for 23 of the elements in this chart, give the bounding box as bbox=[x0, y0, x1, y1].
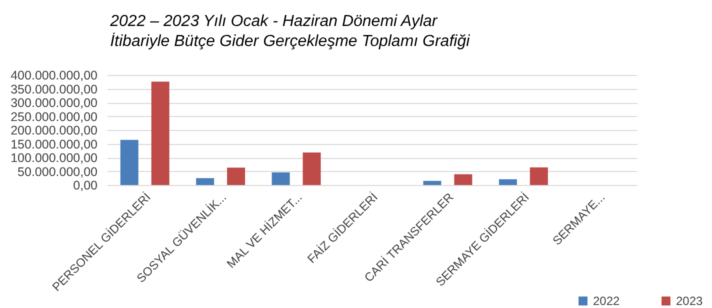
bar bbox=[302, 152, 321, 185]
bar bbox=[120, 140, 138, 185]
bar bbox=[151, 82, 170, 185]
chart-subtitle: İtibariyle Bütçe Gider Gerçekleşme Toplamı Grafiği bbox=[110, 32, 470, 50]
chart-title: 2022 – 2023 Yılı Ocak - Haziran Dönemi Aylar bbox=[109, 13, 438, 30]
y-tick-label: 0,00 bbox=[73, 178, 98, 192]
bar bbox=[454, 174, 472, 185]
bar bbox=[196, 178, 214, 185]
y-tick-label: 400.000.000,00 bbox=[10, 68, 98, 82]
bar bbox=[423, 180, 442, 185]
y-tick-label: 350.000.000,00 bbox=[10, 82, 98, 96]
y-tick-label: 200.000.000,00 bbox=[10, 124, 98, 138]
bar bbox=[498, 179, 517, 185]
legend-label: 2023 bbox=[676, 294, 704, 308]
y-tick-label: 100.000.000,00 bbox=[10, 151, 98, 165]
bar bbox=[272, 172, 290, 185]
legend-label: 2022 bbox=[593, 294, 620, 308]
bar bbox=[530, 167, 548, 185]
y-tick-label: 50.000.000,00 bbox=[18, 164, 98, 179]
y-tick-label: 300.000.000,00 bbox=[10, 96, 98, 110]
y-tick-label: 250.000.000,00 bbox=[10, 110, 98, 124]
y-tick-label: 150.000.000,00 bbox=[10, 137, 98, 152]
bar bbox=[227, 168, 246, 185]
